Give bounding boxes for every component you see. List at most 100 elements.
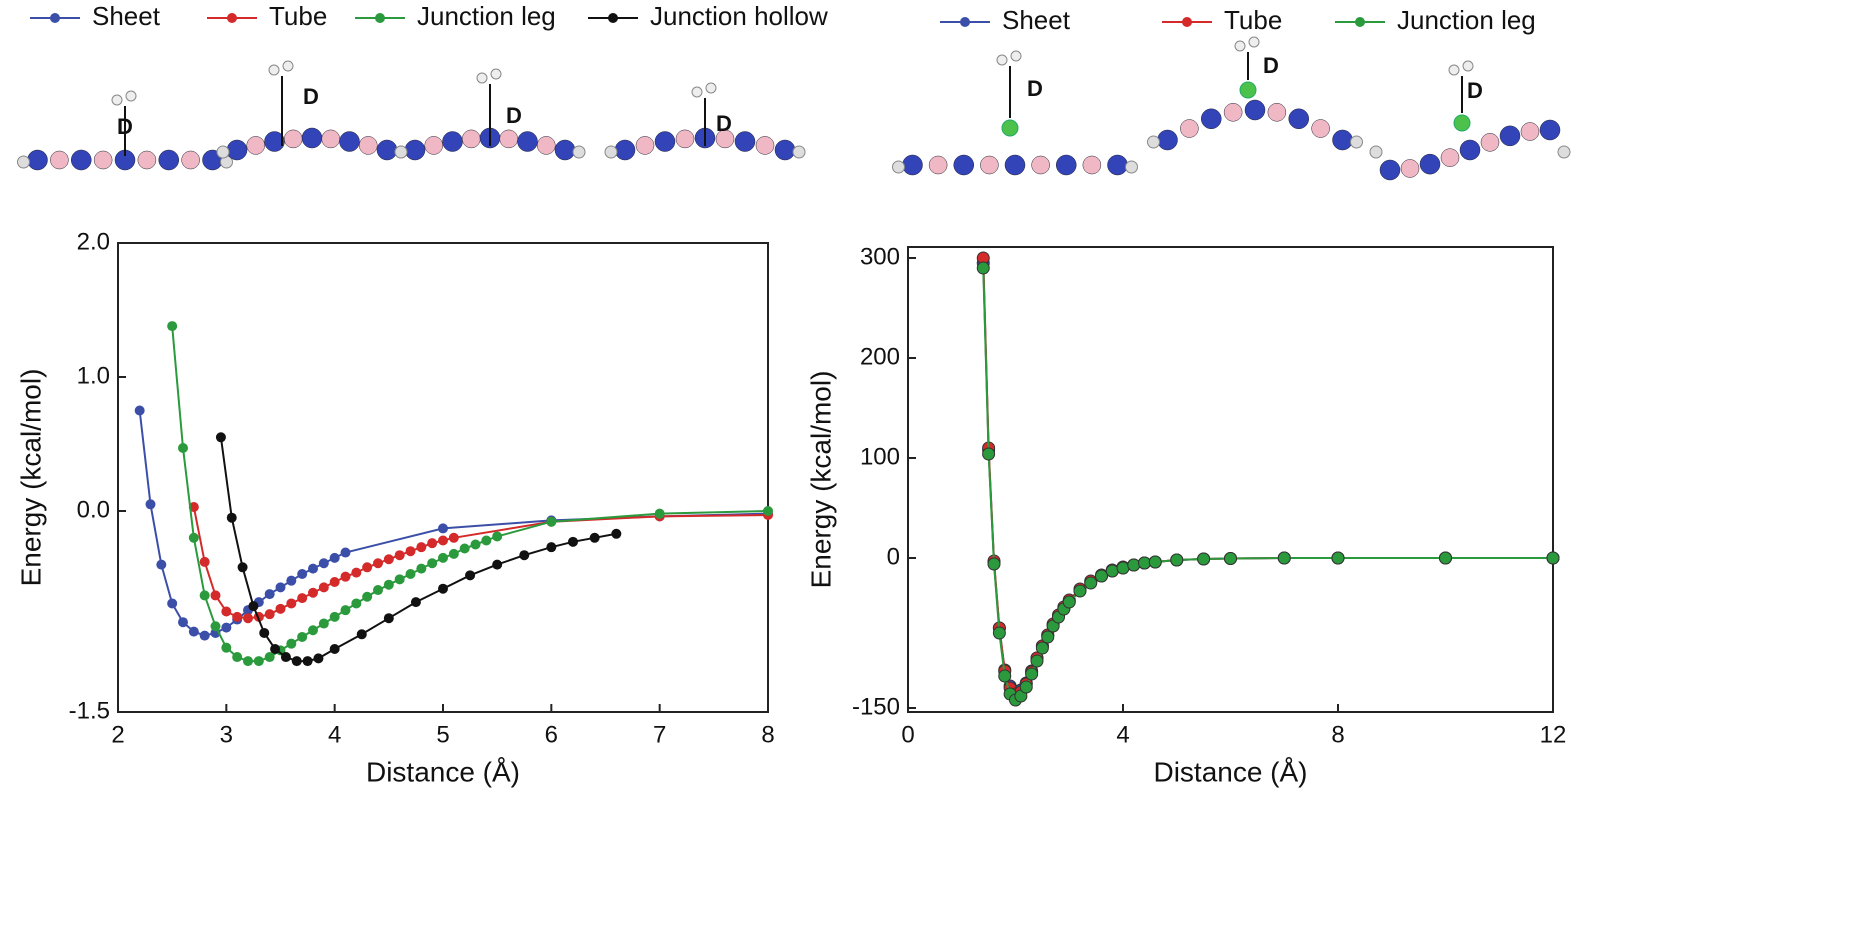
atom <box>1223 103 1243 122</box>
y-tick-label: 200 <box>860 343 900 370</box>
data-point <box>1030 654 1044 668</box>
legend-marker <box>608 13 618 23</box>
atom <box>137 150 157 170</box>
y-tick-label: 100 <box>860 443 900 470</box>
data-point <box>210 621 221 632</box>
data-point <box>156 559 167 570</box>
atom <box>1157 129 1178 151</box>
atom <box>996 54 1008 66</box>
data-point <box>199 630 210 641</box>
data-point <box>654 508 665 519</box>
atom <box>792 145 806 159</box>
data-point <box>1095 569 1108 583</box>
atom <box>928 155 948 175</box>
data-point <box>546 516 557 527</box>
atom <box>1201 108 1222 130</box>
atom <box>111 94 123 106</box>
data-point <box>167 598 178 609</box>
legend-label: Sheet <box>92 1 161 31</box>
data-point <box>394 574 405 585</box>
data-point <box>188 532 199 543</box>
data-point <box>481 535 492 546</box>
y-axis-label: Energy (kcal/mol) <box>15 369 46 587</box>
data-point <box>394 550 405 561</box>
legend-label: Junction leg <box>417 1 556 31</box>
series-line <box>192 506 769 620</box>
data-point <box>188 626 199 637</box>
atom <box>50 150 69 170</box>
data-point <box>351 598 362 609</box>
atom <box>604 145 618 159</box>
atom <box>226 139 248 161</box>
series-line <box>219 437 617 663</box>
data-point <box>373 585 383 596</box>
data-point <box>318 618 329 629</box>
y-tick-label: -1.5 <box>69 697 110 724</box>
legend-label: Junction leg <box>1397 5 1536 35</box>
data-point <box>297 568 308 579</box>
atom <box>614 139 636 161</box>
molecule-illustration: D <box>604 82 806 161</box>
data-point <box>492 531 503 542</box>
plot-frame <box>117 242 769 713</box>
data-point <box>1170 553 1184 567</box>
atom <box>442 131 463 152</box>
data-point <box>340 547 351 558</box>
atom <box>1010 50 1022 62</box>
atom <box>1180 119 1199 138</box>
data-point <box>416 563 427 574</box>
atom <box>1480 133 1500 152</box>
data-point <box>982 447 996 461</box>
atom <box>424 136 443 155</box>
data-point <box>221 642 232 653</box>
legend-label: Tube <box>269 1 327 31</box>
data-point <box>383 554 394 565</box>
data-point <box>1025 667 1039 681</box>
data-point <box>568 536 578 547</box>
x-tick-label: 5 <box>436 721 449 748</box>
atom <box>490 68 502 80</box>
distance-label: D <box>303 84 319 109</box>
data-point <box>134 405 145 416</box>
data-point <box>362 562 373 573</box>
atom <box>1440 148 1460 167</box>
atom <box>476 72 488 84</box>
data-point <box>351 567 362 578</box>
data-point <box>1084 576 1098 590</box>
atom <box>1288 108 1309 130</box>
legend-label: Tube <box>1224 5 1282 35</box>
atom <box>734 131 756 152</box>
atom <box>1520 122 1540 141</box>
x-axis-label: Distance (Å) <box>1153 756 1307 787</box>
legend-marker <box>227 13 237 23</box>
x-tick-label: 3 <box>220 721 233 748</box>
atom <box>1539 119 1561 141</box>
data-point <box>1019 680 1033 694</box>
data-point <box>248 601 259 612</box>
data-point <box>259 627 270 638</box>
molecule-illustration: D <box>17 90 233 171</box>
atom <box>1379 159 1401 181</box>
data-point <box>302 656 313 667</box>
data-point <box>275 603 286 614</box>
atom <box>654 131 676 152</box>
data-point <box>215 432 226 443</box>
data-point <box>178 617 188 628</box>
data-point <box>1546 551 1560 565</box>
data-point <box>611 528 622 539</box>
atom <box>1332 129 1353 151</box>
data-point <box>546 542 557 553</box>
legend-marker <box>1355 17 1365 27</box>
plot-frame <box>907 246 1554 713</box>
legend-label: Sheet <box>1002 5 1071 35</box>
data-point <box>992 626 1006 640</box>
data-point <box>275 582 286 593</box>
data-point <box>448 532 459 543</box>
data-point <box>264 652 275 663</box>
atom <box>675 129 695 149</box>
data-point <box>465 570 476 581</box>
data-point <box>329 611 340 622</box>
atom <box>635 136 655 155</box>
atom <box>705 82 717 94</box>
